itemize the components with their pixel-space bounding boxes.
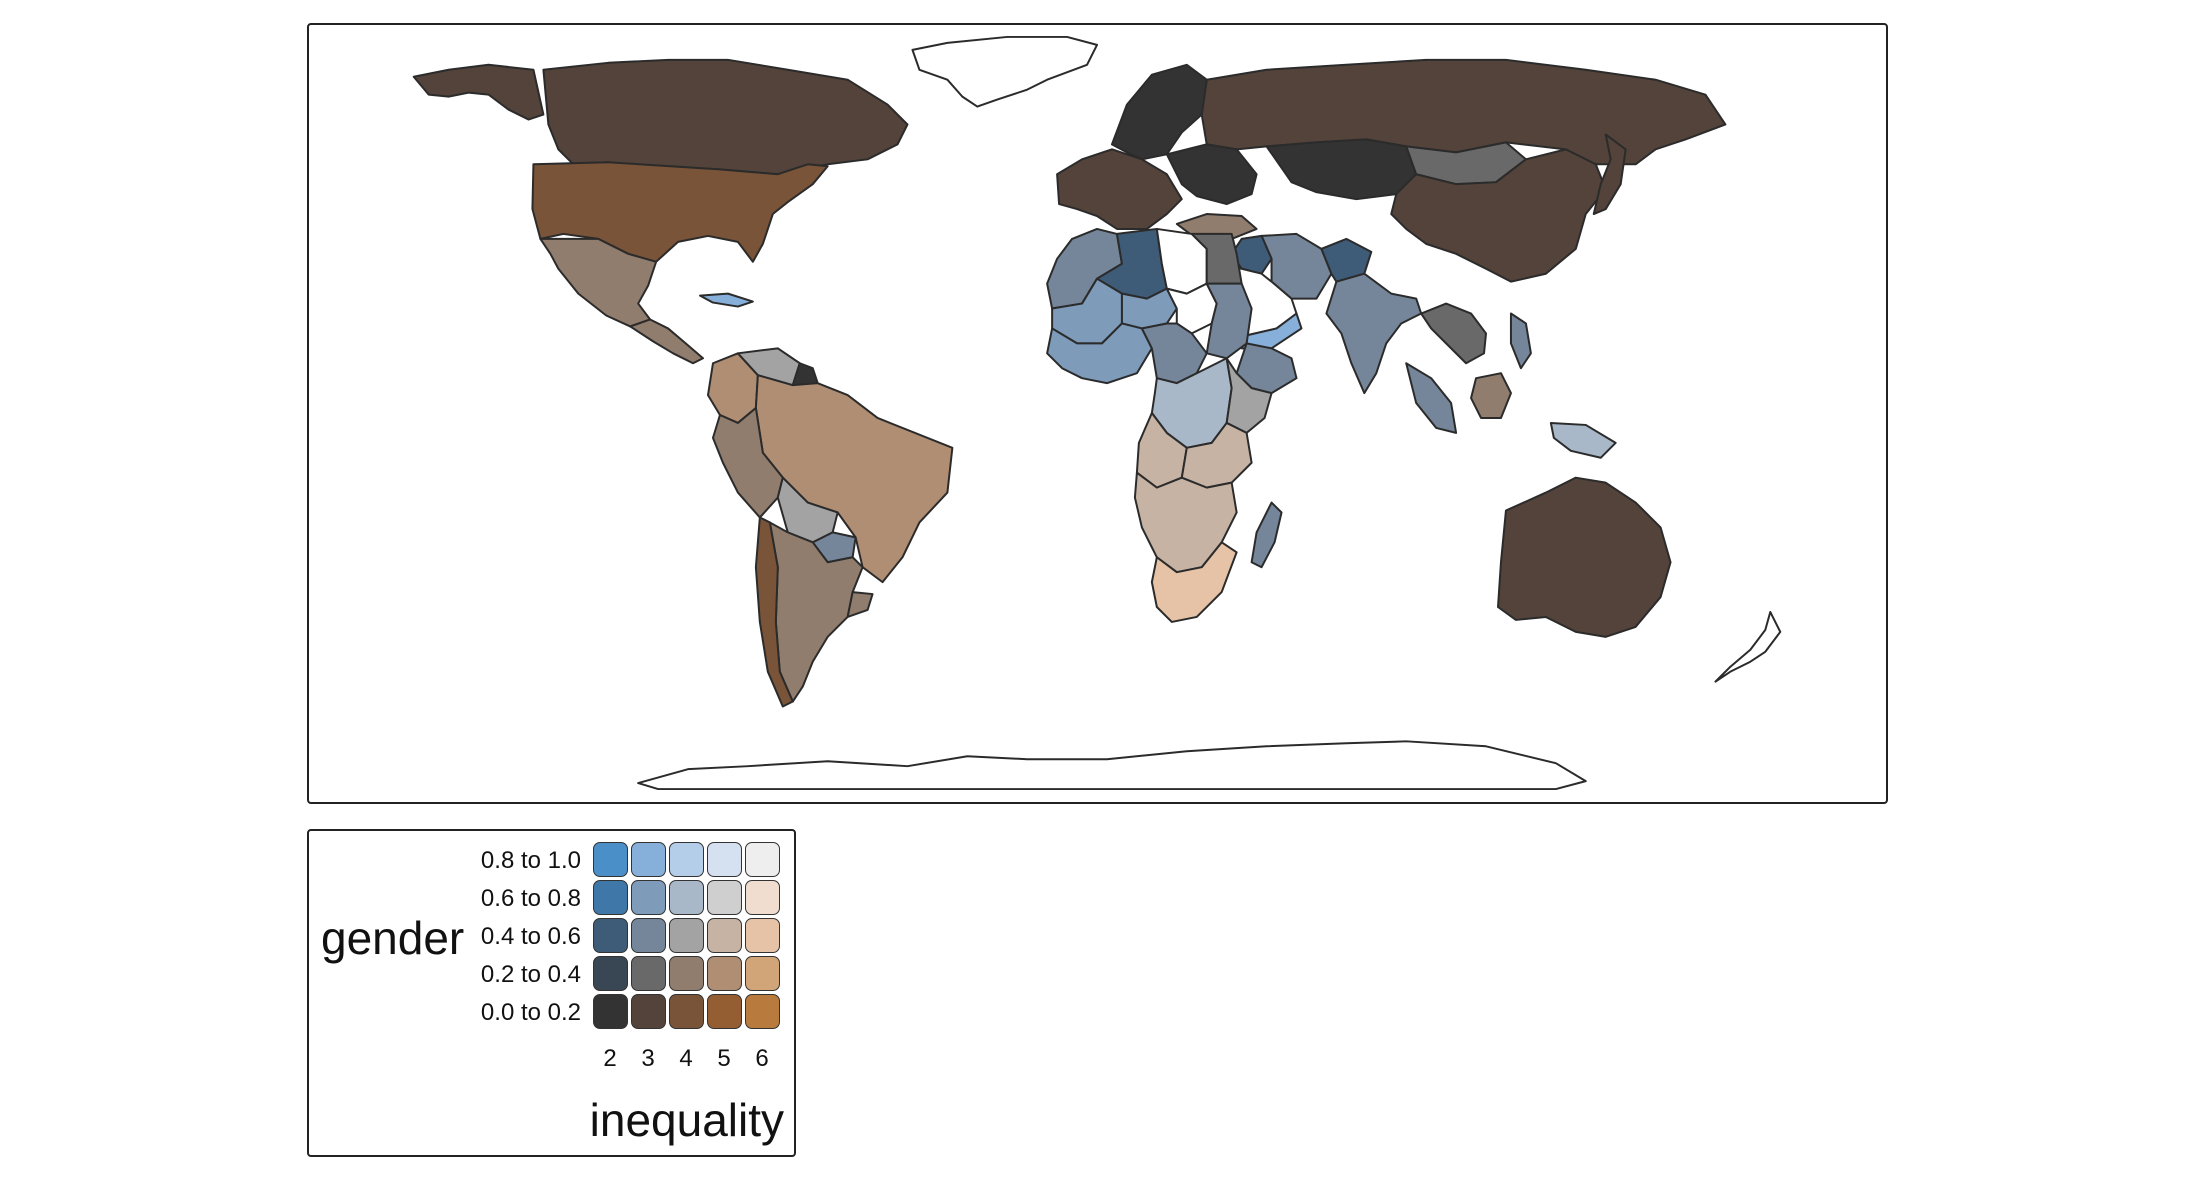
legend-color-cell [745,880,780,915]
legend-color-cell [593,918,628,953]
region-south-africa [1150,541,1238,623]
legend-color-cell [593,994,628,1029]
bivariate-legend: gender inequality 0.8 to 1.0 0.6 to 0.8 0.… [307,829,796,1157]
region-scandinavia [1110,63,1208,161]
legend-column-label: 4 [679,1045,693,1072]
region-alaska [412,63,545,121]
legend-color-cell [745,956,780,991]
legend-color-cell [593,880,628,915]
legend-color-cell [707,956,742,991]
legend-color-cell [745,842,780,877]
region-borneo [1470,372,1512,419]
region-antarctica [637,740,1587,791]
legend-color-cell [669,880,704,915]
legend-color-cell [707,842,742,877]
legend-color-cell [669,994,704,1029]
legend-row-label: 0.6 to 0.8 [480,885,581,912]
region-new-guinea [1549,421,1617,459]
legend-color-cell [745,918,780,953]
legend-color-cell [669,842,704,877]
legend-row-title: gender [321,912,465,964]
legend-column-label: 3 [641,1045,655,1072]
region-central-africa [1140,322,1208,385]
legend-column-label: 5 [717,1045,731,1072]
region-madagascar [1250,501,1283,569]
legend-color-cell [631,918,666,953]
map-panel [307,23,1888,804]
legend-color-cell [707,994,742,1029]
region-greenland [911,35,1098,108]
region-iran [1260,232,1333,300]
region-uruguay [846,591,874,618]
legend-color-cell [631,880,666,915]
legend-color-cell [593,956,628,991]
legend-color-cell [707,880,742,915]
region-philippines [1509,312,1532,370]
region-indonesia [1405,362,1458,434]
legend-row-label: 0.2 to 0.4 [480,961,581,988]
region-southeast-asia [1420,302,1488,365]
legend-column-label: 2 [603,1045,617,1072]
region-eastern-europe [1165,143,1258,206]
region-chile [754,516,794,708]
legend-color-cell [745,994,780,1029]
region-western-europe [1056,148,1183,230]
legend-column-title: inequality [589,1094,784,1146]
legend-column-label: 6 [755,1045,769,1072]
region-usa [531,161,829,263]
legend-color-cell [669,956,704,991]
legend-color-cell [593,842,628,877]
legend-row-label: 0.0 to 0.2 [480,999,581,1026]
region-central-america [629,318,704,365]
region-australia [1496,476,1672,638]
region-india [1325,272,1423,395]
legend-color-cell [707,918,742,953]
region-west-africa-coast [1046,322,1153,385]
legend-row-label: 0.8 to 1.0 [480,847,581,874]
region-japan [1592,133,1627,216]
world-map [412,35,1782,791]
region-china [1390,148,1607,283]
legend-color-cell [669,918,704,953]
legend-color-cell [631,956,666,991]
region-new-zealand [1714,610,1782,683]
legend-color-cell [631,994,666,1029]
region-canada [542,58,909,176]
legend-row-label: 0.4 to 0.6 [480,923,581,950]
region-east-africa [1225,357,1273,434]
region-cuba [699,292,754,308]
legend-color-cell [631,842,666,877]
region-kazakhstan [1265,138,1418,201]
